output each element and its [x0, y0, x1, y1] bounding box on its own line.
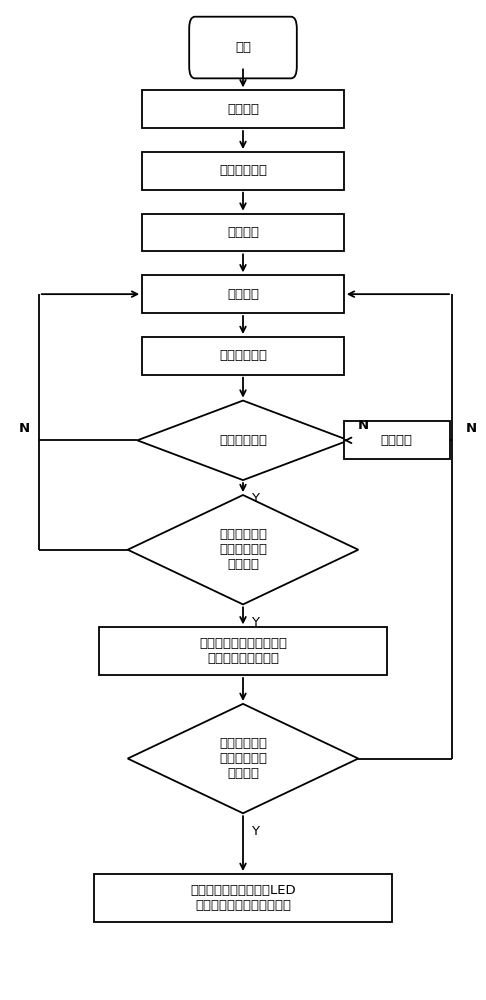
Text: 电压补偿成功: 电压补偿成功 — [219, 434, 267, 447]
Text: Y: Y — [251, 492, 259, 505]
Text: 开始: 开始 — [235, 41, 251, 54]
Text: 电压补偿模块: 电压补偿模块 — [219, 349, 267, 362]
Bar — [344, 421, 450, 459]
Text: N: N — [466, 422, 477, 435]
Text: 电源模块: 电源模块 — [227, 226, 259, 239]
Text: 电压转换模块: 电压转换模块 — [219, 164, 267, 177]
Text: Y: Y — [251, 616, 259, 629]
Text: N: N — [358, 419, 369, 432]
Text: 更换滤芯: 更换滤芯 — [381, 434, 413, 447]
Bar — [99, 627, 387, 675]
Text: 工作电压是否
低于或高于安
全预设值: 工作电压是否 低于或高于安 全预设值 — [219, 528, 267, 571]
Polygon shape — [128, 495, 358, 604]
FancyBboxPatch shape — [189, 17, 297, 78]
Text: N: N — [19, 422, 30, 435]
Text: 口罩滤芯: 口罩滤芯 — [227, 103, 259, 116]
Text: Y: Y — [251, 825, 259, 838]
Text: 降低或增加输出电压，蓝
牙实时监测呼吸状况: 降低或增加输出电压，蓝 牙实时监测呼吸状况 — [199, 637, 287, 665]
Bar — [142, 275, 344, 313]
Text: 控制模块: 控制模块 — [227, 288, 259, 301]
Bar — [142, 337, 344, 375]
Bar — [142, 90, 344, 128]
Bar — [142, 214, 344, 251]
Text: 工作电压是否
低于或高于危
险预设值: 工作电压是否 低于或高于危 险预设值 — [219, 737, 267, 780]
Bar — [94, 874, 392, 922]
Polygon shape — [138, 401, 348, 480]
Text: 降低或增加输出电压，LED
指示灯闪烁，发出危险警告: 降低或增加输出电压，LED 指示灯闪烁，发出危险警告 — [190, 884, 296, 912]
Polygon shape — [128, 704, 358, 813]
Bar — [142, 152, 344, 190]
